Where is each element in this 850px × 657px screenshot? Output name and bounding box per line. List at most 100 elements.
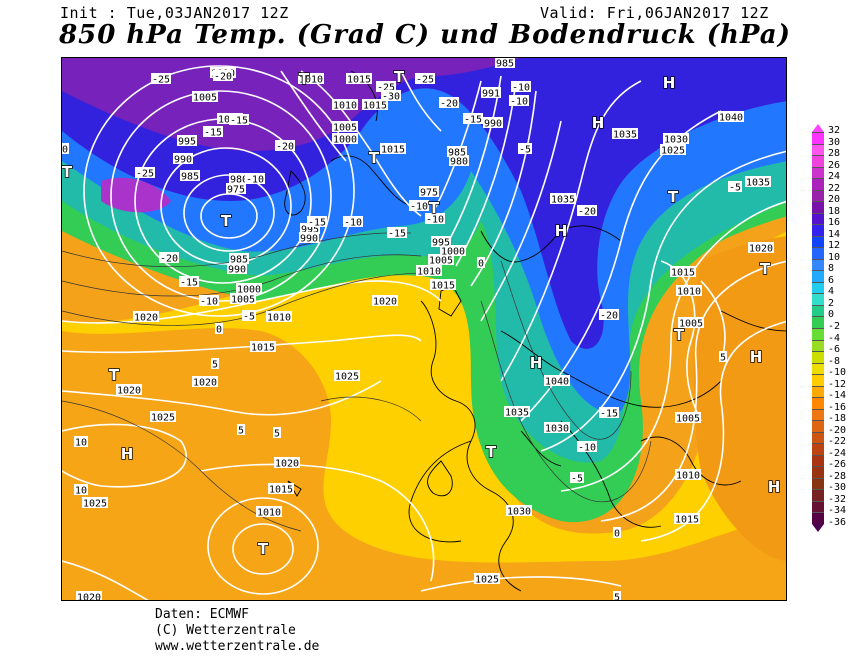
isobar-label: 1000: [332, 133, 358, 146]
low-pressure-center: T: [299, 70, 310, 88]
pressure-centers: H H H H H H H T T T T T T T T T T T T: [62, 67, 781, 559]
colorbar-tick-label: 16: [828, 217, 841, 229]
colorbar-cell: [812, 512, 824, 525]
isobar-label: 1015: [268, 483, 294, 496]
colorbar-tick-label: 4: [828, 286, 835, 298]
colorbar-tick-label: -16: [828, 401, 847, 413]
svg-text:1010: 1010: [299, 75, 323, 86]
svg-text:-5: -5: [729, 183, 741, 194]
isobar-label: 1020: [748, 242, 774, 255]
isotherm-label: -30: [381, 90, 401, 103]
isotherm-label: -20: [213, 70, 233, 83]
isotherm-label: -10: [343, 216, 363, 229]
isotherm-label: 10: [74, 484, 88, 497]
isobar-label: 985: [495, 58, 515, 70]
isobar-label: 1035: [612, 128, 638, 141]
colorbar-cell: [812, 420, 824, 433]
svg-text:991: 991: [482, 89, 500, 100]
isobar-label: 1005: [230, 293, 256, 306]
website-link[interactable]: www.wetterzentrale.de: [155, 639, 320, 654]
colorbar-cell: [812, 408, 824, 421]
svg-text:1010: 1010: [257, 508, 281, 519]
isotherm-label: -5: [242, 310, 256, 323]
isobar-label: 990: [173, 153, 193, 166]
colorbar-tick-label: 14: [828, 228, 841, 240]
colorbar-cell: [812, 155, 824, 168]
colorbar-cell: [812, 454, 824, 467]
isotherm-label: 5: [613, 591, 621, 600]
svg-text:-30: -30: [382, 92, 400, 103]
colorbar-tick-label: 10: [828, 251, 841, 263]
colorbar-cell: [812, 489, 824, 502]
svg-text:1025: 1025: [151, 413, 175, 424]
isotherm-label: -20: [439, 97, 459, 110]
isotherm-label: -25: [415, 73, 435, 86]
colorbar-cell: [812, 189, 824, 202]
isobar-label: 1010: [416, 265, 442, 278]
colorbar-cell: [812, 385, 824, 398]
low-pressure-center: T: [668, 188, 679, 206]
isobar-label: 1005: [332, 121, 358, 134]
svg-text:1015: 1015: [251, 343, 275, 354]
isotherm-label: -5: [570, 472, 584, 485]
low-pressure-center: T: [62, 163, 73, 181]
svg-text:975: 975: [227, 185, 245, 196]
isobar-label: 1015: [674, 513, 700, 526]
svg-text:995: 995: [432, 238, 450, 249]
svg-text:0: 0: [216, 325, 222, 336]
isobar-label: 1015: [250, 341, 276, 354]
svg-text:10: 10: [75, 438, 87, 449]
isobar-label: 990: [299, 232, 319, 245]
svg-text:1005: 1005: [679, 319, 703, 330]
colorbar-tick-label: 24: [828, 171, 841, 183]
svg-text:-10: -10: [410, 202, 428, 213]
isotherm-label: -25: [376, 81, 396, 94]
weather-map[interactable]: 1010100510009959909859809759859901000100…: [61, 57, 787, 601]
svg-text:-10: -10: [200, 297, 218, 308]
svg-text:-10: -10: [344, 218, 362, 229]
colorbar-tick-label: 20: [828, 194, 841, 206]
colorbar-tick-label: -24: [828, 447, 847, 459]
svg-text:1040: 1040: [719, 113, 743, 124]
svg-text:1035: 1035: [551, 195, 575, 206]
high-pressure-center: H: [750, 348, 763, 366]
svg-text:1015: 1015: [675, 515, 699, 526]
svg-text:1000: 1000: [333, 135, 357, 146]
low-pressure-center: T: [760, 260, 771, 278]
isotherm-label: 0: [613, 527, 621, 540]
colorbar-cell: [812, 201, 824, 214]
isobar-label: 995: [300, 223, 320, 236]
colorbar-tick-label: -2: [828, 321, 841, 332]
isobar-label: 1035: [550, 193, 576, 206]
isobar-label: 1010: [332, 99, 358, 112]
isobar-label: 1035: [504, 406, 530, 419]
isobar-label: 1025: [334, 370, 360, 383]
init-time-label: Init : Tue,03JAN2017 12Z: [60, 4, 289, 22]
colorbar-cell: [812, 477, 824, 490]
svg-text:1025: 1025: [335, 372, 359, 383]
isobar-label: 985: [229, 253, 249, 266]
svg-text:1000: 1000: [237, 285, 261, 296]
svg-text:995: 995: [178, 137, 196, 148]
svg-text:1020: 1020: [275, 459, 299, 470]
svg-text:985: 985: [496, 59, 514, 70]
colorbar-cell: [812, 374, 824, 387]
colorbar-tick-label: 0: [828, 309, 835, 321]
svg-text:1005: 1005: [676, 414, 700, 425]
svg-text:5: 5: [238, 426, 244, 437]
isobar-label: 1000: [236, 283, 262, 296]
colorbar-cell: [812, 431, 824, 444]
isobar-label: 1015: [362, 99, 388, 112]
isotherm-label: 0: [215, 323, 223, 336]
svg-text:0: 0: [614, 529, 620, 540]
colorbar-cell: [812, 258, 824, 271]
svg-text:0: 0: [478, 259, 484, 270]
isotherm-label: 5: [273, 427, 281, 440]
colorbar-tick-label: -14: [828, 390, 847, 402]
colorbar-tick-label: 22: [828, 182, 841, 194]
svg-text:5: 5: [274, 429, 280, 440]
colorbar-tick-label: -10: [828, 367, 847, 379]
colorbar-cell: [812, 132, 824, 145]
svg-text:1035: 1035: [613, 130, 637, 141]
isobar-label: 1015: [380, 143, 406, 156]
